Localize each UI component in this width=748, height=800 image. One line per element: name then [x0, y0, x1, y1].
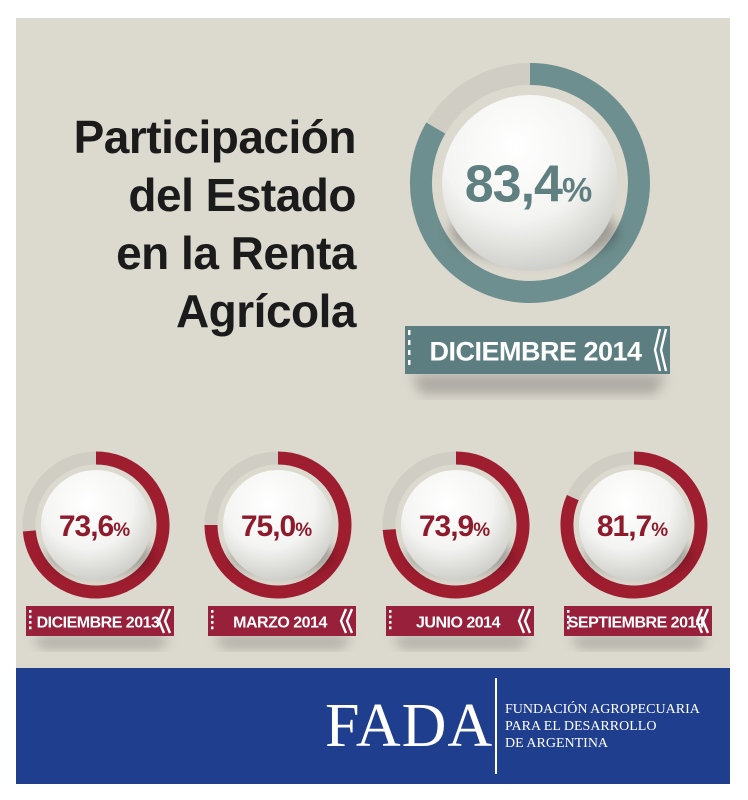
ribbon-perforation [29, 621, 32, 624]
gauge-arc [382, 451, 530, 599]
ribbon-perforation [389, 626, 392, 630]
gauge-arc [560, 451, 708, 599]
ribbon-chevron-icon [653, 328, 662, 372]
foundation-name-line: DE ARGENTINA [505, 736, 609, 751]
gauge-period-label: MARZO 2014 [233, 615, 327, 632]
gauge-value-label: 81,7% [597, 510, 668, 543]
footer-bar [16, 668, 730, 784]
ribbon-chevron-icon [345, 608, 354, 634]
gauge-value-label: 73,9% [419, 510, 490, 543]
foundation-name-line: FUNDACIÓN AGROPECUARIA [505, 702, 700, 717]
ribbon-shadow [214, 636, 352, 648]
gauge-ribbon [26, 606, 174, 636]
ribbon-perforation [211, 610, 214, 613]
ribbon-perforation [408, 350, 411, 355]
ribbon-perforation [567, 626, 570, 630]
ribbon-chevron-icon [339, 608, 348, 634]
ribbon-perforation [408, 340, 411, 345]
ribbon-shadow [570, 636, 708, 648]
infographic-title: Participación del Estado en la Renta Agr… [73, 108, 357, 340]
ribbon-chevron-icon [517, 608, 526, 634]
gauge-disc [579, 470, 689, 580]
ribbon-perforation [567, 621, 570, 624]
gauge-arc [410, 63, 650, 303]
gauge-disc [223, 470, 333, 580]
title-line: Agrícola [175, 285, 357, 337]
gauge-period-label: SEPTIEMBRE 2014 [568, 615, 705, 632]
ribbon-chevron-icon [157, 608, 166, 634]
foundation-name: FUNDACIÓN AGROPECUARIA PARA EL DESARROLL… [505, 701, 700, 752]
foundation-name-line: PARA EL DESARROLLO [505, 719, 657, 734]
fada-logo: FADA [325, 692, 494, 760]
ribbon-shadow [32, 636, 170, 648]
ribbon-chevron-icon [523, 608, 532, 634]
ribbon-perforation [567, 610, 570, 613]
gauge-ribbon [386, 606, 534, 636]
ribbon-perforation [211, 615, 214, 619]
ribbon-perforation [408, 360, 411, 365]
ribbon-shadow [411, 374, 666, 394]
ribbon-perforation [389, 615, 392, 619]
title-line: Participación [73, 111, 357, 163]
ribbon-perforation [389, 610, 392, 613]
ribbon-perforation [211, 621, 214, 624]
ribbon-shadow [392, 636, 530, 648]
ribbon-chevron-icon [701, 608, 710, 634]
gauge-arc [22, 451, 170, 599]
gauge-ribbon [564, 606, 712, 636]
gauge-period-label: JUNIO 2014 [416, 615, 501, 632]
ribbon-chevron-icon [163, 608, 172, 634]
ribbon-perforation [29, 610, 32, 613]
gauge-ribbon [405, 326, 670, 374]
ribbon-perforation [211, 626, 214, 630]
gauge-ribbon [208, 606, 356, 636]
ribbon-perforation [567, 615, 570, 619]
ribbon-perforation [389, 621, 392, 624]
ribbon-perforation [29, 626, 32, 630]
gauge-disc [401, 470, 511, 580]
ribbon-chevron-icon [659, 328, 668, 372]
title-line: del Estado [128, 169, 356, 221]
gauge-disc [442, 95, 618, 271]
gauge-period-label: DICIEMBRE 2014 [429, 337, 642, 367]
gauge-disc [41, 470, 151, 580]
title-line: en la Renta [116, 227, 356, 279]
ribbon-perforation [29, 615, 32, 619]
ribbon-chevron-icon [695, 608, 704, 634]
gauge-arc [204, 451, 352, 599]
logo-divider [495, 678, 497, 774]
ribbon-perforation [408, 330, 411, 335]
gauge-period-label: DICIEMBRE 2013 [37, 615, 160, 632]
